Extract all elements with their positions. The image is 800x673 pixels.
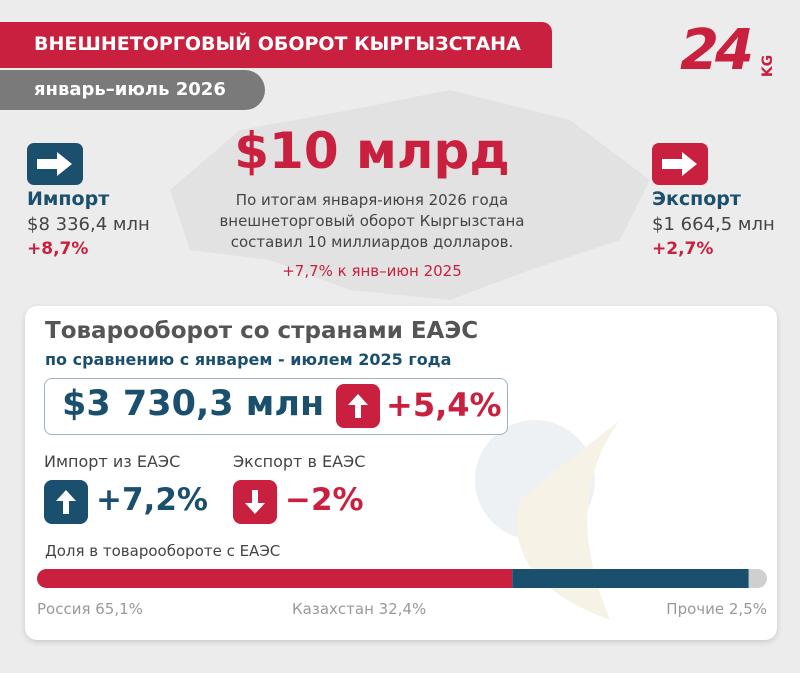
import-amount: $8 336,4 млн xyxy=(27,214,150,235)
share-title: Доля в товарообороте с ЕАЭС xyxy=(45,542,281,560)
import-eaeu-change: +7,2% xyxy=(96,482,208,518)
export-eaeu-label: Экспорт в ЕАЭС xyxy=(233,452,366,471)
total-description: По итогам января-июня 2026 года внешнето… xyxy=(172,190,572,253)
export-icon xyxy=(652,143,708,185)
total-change: +7,7% к янв–июн 2025 xyxy=(282,262,462,280)
import-label: Импорт xyxy=(27,188,110,210)
title: ВНЕШНЕТОРГОВЫЙ ОБОРОТ КЫРГЫЗСТАНА xyxy=(34,33,521,55)
import-eaeu-label: Импорт из ЕАЭС xyxy=(44,452,181,471)
logo: 24 xyxy=(680,18,754,83)
eaeu-change: +5,4% xyxy=(386,386,502,424)
share-label: Прочие 2,5% xyxy=(666,600,767,618)
logo-suffix: KG xyxy=(760,54,777,78)
down-icon xyxy=(233,480,277,524)
total-value: $10 млрд xyxy=(234,122,510,180)
share-label: Россия 65,1% xyxy=(37,600,143,618)
share-label: Казахстан 32,4% xyxy=(292,600,426,618)
amount-box xyxy=(44,378,508,435)
export-change: +2,7% xyxy=(652,239,714,259)
bar-segments xyxy=(37,569,767,588)
import-icon xyxy=(27,143,83,185)
up-icon xyxy=(336,384,380,428)
export-amount: $1 664,5 млн xyxy=(652,214,775,235)
import-change: +8,7% xyxy=(27,239,89,259)
eaeu-subtitle: по сравнению с январем - июлем 2025 года xyxy=(45,350,452,369)
description-line: составил 10 миллиардов долларов. xyxy=(230,233,514,251)
map-background xyxy=(170,90,650,300)
eaeu-title: Товарооборот со странами ЕАЭС xyxy=(45,318,479,344)
share-segment xyxy=(37,569,513,588)
eaeu-amount: $3 730,3 млн xyxy=(62,384,325,424)
description-line: внешнеторговый оборот Кыргызстана xyxy=(219,212,525,230)
export-label: Экспорт xyxy=(652,188,741,210)
share-bar: Россия 65,1% Казахстан 32,4% Прочие 2,5% xyxy=(37,569,767,618)
title-banner xyxy=(0,22,552,68)
export-eaeu-change: −2% xyxy=(285,482,364,518)
period: январь–июль 2026 xyxy=(34,79,226,100)
description-line: По итогам января-июня 2026 года xyxy=(235,191,509,209)
share-segment xyxy=(748,569,767,588)
period-banner xyxy=(0,70,265,110)
share-segment xyxy=(512,569,749,588)
up-icon xyxy=(44,480,88,524)
